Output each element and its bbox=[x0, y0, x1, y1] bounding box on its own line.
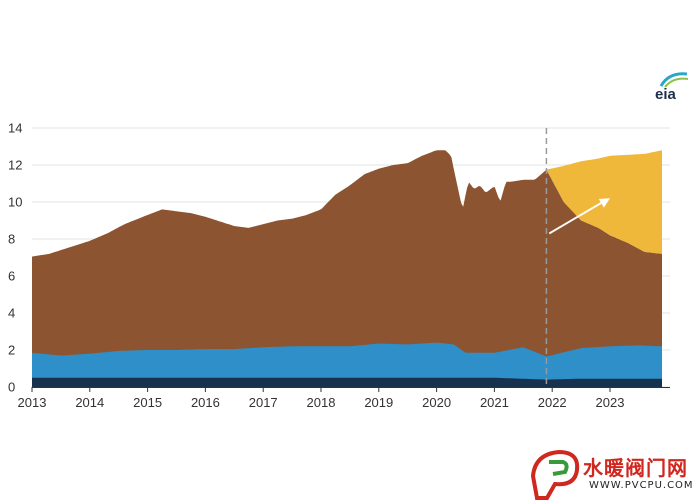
watermark-text: 水暖阀门网 bbox=[583, 456, 688, 480]
x-tick-label-2017: 2017 bbox=[249, 395, 278, 410]
y-tick-label-4: 4 bbox=[8, 306, 15, 321]
x-tick-label-2020: 2020 bbox=[422, 395, 451, 410]
watermark-logo-icon bbox=[530, 449, 580, 500]
watermark-url: WWW.PVCPU.COM bbox=[589, 480, 694, 491]
x-tick-label-2021: 2021 bbox=[480, 395, 509, 410]
x-tick-label-2014: 2014 bbox=[75, 395, 104, 410]
arrow-line bbox=[548, 200, 605, 235]
y-tick-label-2: 2 bbox=[8, 343, 15, 358]
series-navy-area bbox=[32, 377, 662, 387]
series-brown-area bbox=[32, 150, 662, 387]
x-tick-label-2023: 2023 bbox=[596, 395, 625, 410]
series-blue-area bbox=[32, 342, 662, 387]
eia-logo-arc-icon bbox=[659, 72, 689, 88]
x-tick-label-2016: 2016 bbox=[191, 395, 220, 410]
x-tick-label-2018: 2018 bbox=[307, 395, 336, 410]
x-tick-label-2015: 2015 bbox=[133, 395, 162, 410]
x-tick-label-2019: 2019 bbox=[364, 395, 393, 410]
eia-logo-text: eia bbox=[655, 86, 676, 103]
x-tick-label-2013: 2013 bbox=[18, 395, 47, 410]
watermark: 水暖阀门网 WWW.PVCPU.COM bbox=[525, 446, 700, 504]
y-tick-label-0: 0 bbox=[8, 380, 15, 395]
y-tick-label-10: 10 bbox=[8, 195, 22, 210]
arrow-head bbox=[598, 198, 610, 208]
eia-logo: eia bbox=[655, 72, 689, 103]
y-tick-label-6: 6 bbox=[8, 269, 15, 284]
y-tick-label-12: 12 bbox=[8, 158, 22, 173]
x-tick-label-2022: 2022 bbox=[538, 395, 567, 410]
y-tick-label-14: 14 bbox=[8, 121, 22, 136]
y-tick-label-8: 8 bbox=[8, 232, 15, 247]
